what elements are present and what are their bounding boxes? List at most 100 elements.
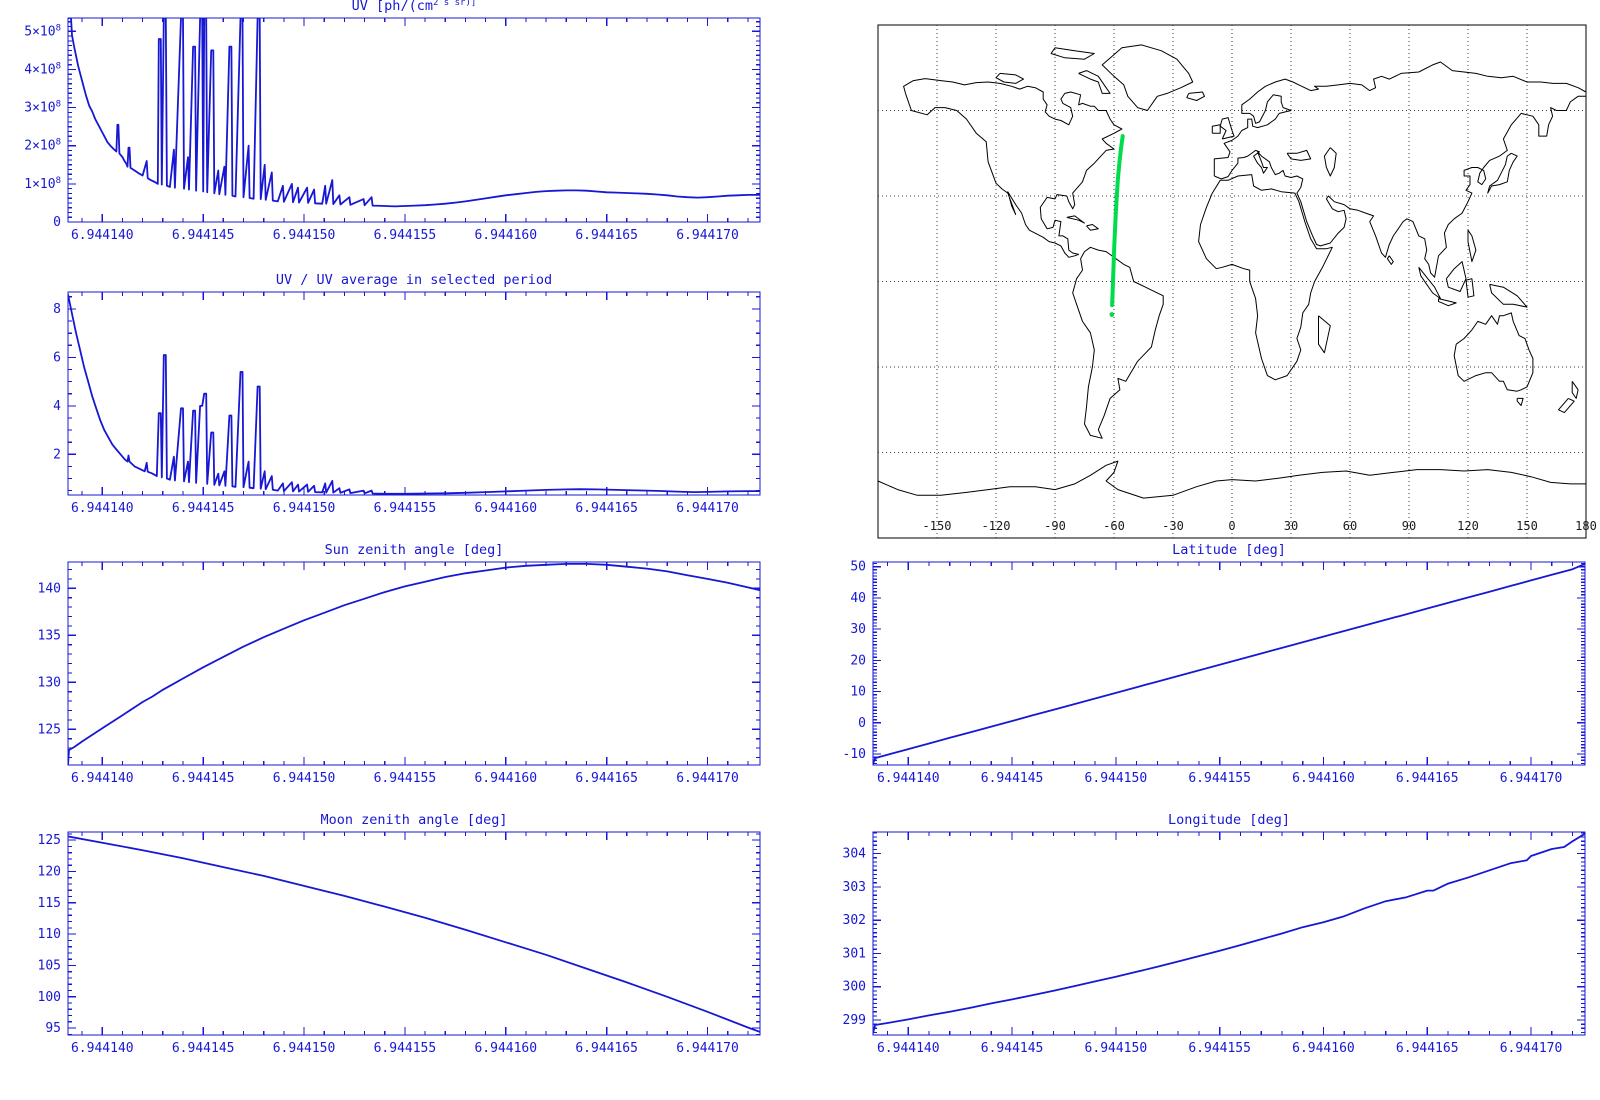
longitude-plot-x-tick-label: 6.944155 <box>1188 1041 1251 1056</box>
map-lon-label: 150 <box>1516 519 1538 533</box>
sun-zenith-plot-axes <box>68 562 760 765</box>
uv-plot-x-tick-label: 6.944155 <box>374 228 437 243</box>
uv-plot-x-tick-label: 6.944150 <box>273 228 336 243</box>
uv-plot-x-tick-label: 6.944145 <box>172 228 235 243</box>
uv-plot-y-tick-label: 1×108 <box>24 176 61 192</box>
longitude-plot-axes <box>873 832 1585 1035</box>
sun-zenith-plot-x-tick-label: 6.944165 <box>575 771 638 786</box>
sun-zenith-plot-x-tick-label: 6.944140 <box>71 771 134 786</box>
longitude-plot-y-tick-label: 301 <box>843 946 866 961</box>
longitude-plot-x-tick-label: 6.944165 <box>1396 1041 1459 1056</box>
uv-ratio-plot-x-tick-label: 6.944150 <box>273 501 336 516</box>
coastline <box>903 78 1123 258</box>
latitude-plot-x-tick-label: 6.944160 <box>1292 771 1355 786</box>
sun-zenith-plot-x-tick-label: 6.944145 <box>172 771 235 786</box>
coastlines <box>877 44 1587 499</box>
map-graticule <box>878 25 1586 538</box>
coastline <box>1213 61 1587 278</box>
uv-ratio-plot-x-tick-label: 6.944160 <box>474 501 537 516</box>
longitude-plot-y-tick-label: 302 <box>843 913 866 928</box>
latitude-plot-y-tick-label: 30 <box>850 622 866 637</box>
uv-ratio-plot-x-tick-label: 6.944145 <box>172 501 235 516</box>
map-lon-label: 90 <box>1402 519 1416 533</box>
moon-zenith-plot-x-tick-label: 6.944145 <box>172 1041 235 1056</box>
longitude-plot-series <box>873 832 1585 1034</box>
moon-zenith-plot-y-tick-label: 125 <box>38 833 61 848</box>
uv-plot-y-tick-label: 4×108 <box>24 61 61 77</box>
uv-plot-frame <box>67 17 761 223</box>
map-lon-label: -30 <box>1162 519 1184 533</box>
map-lon-label: -90 <box>1044 519 1066 533</box>
longitude-plot-y-tick-label: 304 <box>843 847 867 862</box>
coastline <box>1198 174 1333 381</box>
coastline <box>1078 70 1111 94</box>
coastline <box>1516 397 1524 406</box>
uv-plot: 6.944140 6.944145 6.944150 6.944155 6.944160… <box>24 0 761 243</box>
latitude-plot-frame <box>872 561 1586 766</box>
moon-zenith-plot-x-tick-label: 6.944160 <box>474 1041 537 1056</box>
moon-zenith-plot-y-tick-label: 105 <box>38 958 61 973</box>
latitude-plot-y-tick-label: 10 <box>850 685 866 700</box>
latitude-plot-y-tick-label: 40 <box>850 591 866 606</box>
coastline <box>1438 298 1457 307</box>
uv-plot-y-tick-label: 5×108 <box>24 23 61 39</box>
latitude-plot: 6.944140 6.944145 6.944150 6.944155 6.944160… <box>843 542 1586 786</box>
moon-zenith-plot: 6.944140 6.944145 6.944150 6.944155 6.944160… <box>38 812 761 1056</box>
sun-zenith-plot: 6.944140 6.944145 6.944150 6.944155 6.944160… <box>38 542 761 786</box>
sun-zenith-plot-title: Sun zenith angle [deg] <box>325 542 504 558</box>
map-lon-label: 30 <box>1284 519 1298 533</box>
coastline <box>1467 229 1477 263</box>
uv-ratio-plot-series <box>68 294 760 495</box>
ground-track-start-point <box>1109 312 1115 317</box>
coastline <box>1465 278 1475 298</box>
latitude-plot-y-tick-label: 20 <box>850 653 866 668</box>
coastline <box>1445 261 1467 292</box>
longitude-plot-title: Longitude [deg] <box>1168 812 1290 828</box>
moon-zenith-plot-series <box>68 835 760 1033</box>
coastline <box>1453 312 1534 392</box>
uv-ratio-plot: 6.944140 6.944145 6.944150 6.944155 6.944160… <box>53 272 761 516</box>
map-lon-label: 0 <box>1228 519 1235 533</box>
ground-track-line <box>1110 134 1125 308</box>
latitude-plot-x-tick-label: 6.944165 <box>1396 771 1459 786</box>
sun-zenith-plot-y-tick-label: 140 <box>38 581 61 596</box>
latitude-plot-axes <box>873 562 1585 765</box>
uv-ratio-plot-y-tick-label: 8 <box>53 302 61 317</box>
sun-zenith-plot-y-tick-label: 130 <box>38 675 61 690</box>
uv-plot-x-tick-label: 6.944170 <box>676 228 739 243</box>
uv-ratio-plot-y-tick-label: 4 <box>53 399 61 414</box>
moon-zenith-plot-x-tick-label: 6.944140 <box>71 1041 134 1056</box>
uv-ratio-plot-x-tick-label: 6.944165 <box>575 501 638 516</box>
uv-plot-series <box>68 18 760 208</box>
uv-ratio-plot-y-tick-label: 2 <box>53 447 61 462</box>
coastline <box>1086 224 1099 231</box>
longitude-plot-x-tick-label: 6.944170 <box>1500 1041 1563 1056</box>
map-lon-label: -60 <box>1103 519 1125 533</box>
latitude-plot-series <box>873 563 1585 765</box>
map-lon-label: 120 <box>1457 519 1479 533</box>
coastline <box>1219 117 1235 140</box>
longitude-plot-frame <box>872 831 1586 1036</box>
moon-zenith-plot-axes <box>68 832 760 1035</box>
sun-zenith-plot-x-tick-label: 6.944160 <box>474 771 537 786</box>
world-map-panel: -150 -120 -90 -60 -30 0 30 60 90 120 150 180 <box>877 24 1597 539</box>
coastline <box>1487 152 1518 194</box>
longitude-plot-y-tick-label: 303 <box>843 880 866 895</box>
sun-zenith-plot-x-tick-label: 6.944170 <box>676 771 739 786</box>
coastline <box>1318 315 1331 354</box>
uv-plot-x-tick-label: 6.944165 <box>575 228 638 243</box>
map-lon-label: 180 <box>1575 519 1597 533</box>
sun-zenith-plot-x-tick-label: 6.944155 <box>374 771 437 786</box>
sun-zenith-plot-x-tick-label: 6.944150 <box>273 771 336 786</box>
coastline <box>1050 47 1095 60</box>
sun-zenith-plot-series <box>68 563 760 765</box>
moon-zenith-plot-title: Moon zenith angle [deg] <box>321 812 508 828</box>
latitude-plot-y-tick-label: -10 <box>843 747 866 762</box>
coastline <box>1571 381 1579 399</box>
moon-zenith-plot-frame <box>67 831 761 1036</box>
longitude-plot-x-tick-label: 6.944150 <box>1085 1041 1148 1056</box>
latitude-plot-x-tick-label: 6.944140 <box>877 771 940 786</box>
uv-plot-title: UV [ph/(cm2 s sr)] <box>352 0 477 14</box>
uv-plot-y-tick-label: 2×108 <box>24 138 61 154</box>
